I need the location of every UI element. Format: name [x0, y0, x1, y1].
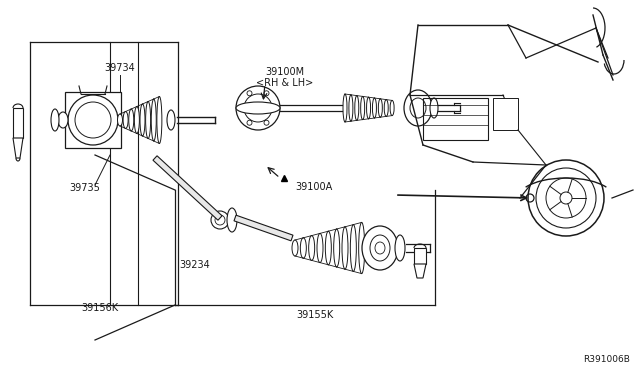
- Ellipse shape: [355, 96, 359, 121]
- Ellipse shape: [560, 192, 572, 204]
- Text: 39100A: 39100A: [295, 182, 332, 192]
- Ellipse shape: [536, 168, 596, 228]
- Ellipse shape: [211, 211, 229, 229]
- Polygon shape: [13, 108, 23, 138]
- Ellipse shape: [343, 94, 347, 122]
- Ellipse shape: [370, 235, 390, 261]
- Text: 39734: 39734: [104, 63, 136, 73]
- Ellipse shape: [140, 104, 145, 136]
- Ellipse shape: [349, 95, 353, 121]
- Ellipse shape: [51, 109, 59, 131]
- Ellipse shape: [134, 106, 140, 134]
- Ellipse shape: [151, 99, 156, 141]
- Ellipse shape: [292, 240, 298, 256]
- Text: 39156K: 39156K: [81, 303, 118, 313]
- Ellipse shape: [395, 235, 405, 261]
- Bar: [493, 98, 518, 130]
- Ellipse shape: [215, 215, 225, 225]
- Ellipse shape: [342, 227, 348, 269]
- Ellipse shape: [123, 112, 128, 128]
- Ellipse shape: [167, 110, 175, 130]
- Ellipse shape: [236, 86, 280, 130]
- Ellipse shape: [58, 112, 68, 128]
- Ellipse shape: [350, 225, 356, 272]
- Text: R391006B: R391006B: [583, 356, 630, 365]
- Ellipse shape: [378, 99, 382, 117]
- Ellipse shape: [333, 229, 340, 267]
- Ellipse shape: [384, 100, 388, 116]
- Text: 39155K: 39155K: [296, 310, 333, 320]
- Ellipse shape: [361, 96, 365, 120]
- Ellipse shape: [375, 242, 385, 254]
- Text: 39234: 39234: [180, 260, 211, 270]
- Ellipse shape: [308, 235, 315, 260]
- Ellipse shape: [244, 94, 272, 122]
- Ellipse shape: [325, 231, 332, 265]
- Bar: [65, 92, 121, 148]
- Ellipse shape: [300, 238, 307, 258]
- Ellipse shape: [129, 109, 134, 131]
- Ellipse shape: [362, 226, 398, 270]
- Ellipse shape: [410, 98, 426, 118]
- Polygon shape: [414, 264, 426, 278]
- Polygon shape: [13, 138, 23, 158]
- Ellipse shape: [317, 233, 323, 263]
- Polygon shape: [153, 156, 222, 220]
- Ellipse shape: [404, 90, 432, 126]
- Ellipse shape: [68, 95, 118, 145]
- Text: 39735: 39735: [70, 183, 100, 193]
- Bar: [414, 248, 426, 264]
- Ellipse shape: [528, 160, 604, 236]
- Polygon shape: [234, 215, 293, 241]
- Ellipse shape: [227, 208, 237, 232]
- Bar: [423, 98, 488, 140]
- Ellipse shape: [146, 102, 150, 138]
- Text: <RH & LH>: <RH & LH>: [257, 78, 314, 88]
- Text: 39100M: 39100M: [266, 67, 305, 77]
- Ellipse shape: [118, 114, 122, 126]
- Ellipse shape: [236, 102, 280, 114]
- Ellipse shape: [546, 178, 586, 218]
- Ellipse shape: [358, 222, 365, 273]
- Ellipse shape: [390, 100, 394, 116]
- Ellipse shape: [157, 96, 162, 144]
- Ellipse shape: [367, 97, 371, 119]
- Ellipse shape: [430, 98, 438, 118]
- Ellipse shape: [372, 98, 376, 118]
